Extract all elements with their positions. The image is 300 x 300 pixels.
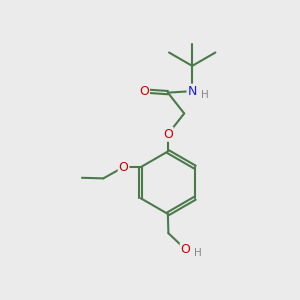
Text: O: O (181, 243, 190, 256)
Text: H: H (194, 248, 201, 257)
Text: H: H (201, 90, 208, 100)
Text: O: O (139, 85, 149, 98)
Text: O: O (118, 160, 128, 174)
Text: N: N (188, 85, 197, 98)
Text: O: O (163, 128, 173, 141)
